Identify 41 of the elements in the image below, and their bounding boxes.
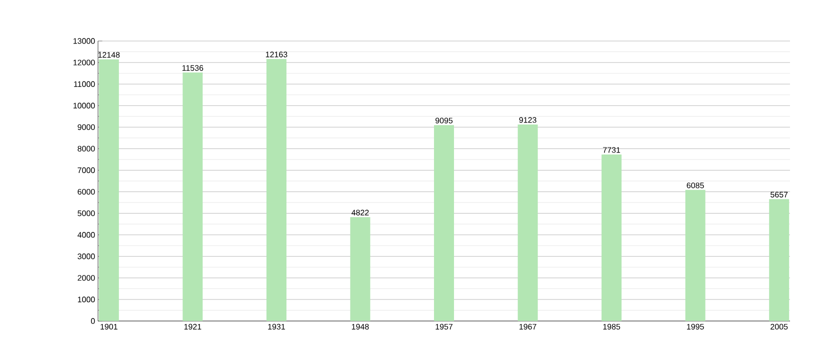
y-tick-label: 6000: [78, 188, 95, 195]
x-tick-label: 1995: [687, 324, 704, 330]
data-label: 11536: [182, 65, 204, 71]
y-tick-label: 2000: [78, 275, 95, 281]
x-tick-label: 1948: [352, 324, 369, 330]
y-tick-label: 7000: [78, 167, 95, 174]
data-label: 9123: [519, 117, 536, 123]
y-tick-label: 4000: [78, 232, 95, 238]
x-tick-label: 1921: [184, 324, 202, 330]
y-tick-label: 5000: [78, 210, 95, 216]
x-tick-label: 1901: [100, 324, 118, 330]
y-tick-label: 13000: [74, 38, 95, 44]
y-tick-label: 9000: [78, 124, 95, 130]
data-label: 6085: [686, 182, 704, 188]
data-label: 12148: [98, 52, 120, 58]
y-tick-label: 1000: [78, 296, 95, 302]
y-tick-label: 8000: [78, 146, 95, 152]
y-tick-label: 3000: [78, 254, 95, 260]
bar: [518, 124, 538, 321]
data-label: 9095: [435, 118, 453, 124]
bar: [769, 199, 790, 321]
bar: [685, 190, 706, 321]
x-tick-label: 1985: [603, 324, 620, 330]
bar: [434, 125, 454, 321]
x-tick-label: 2005: [770, 324, 788, 330]
x-tick-label: 1957: [436, 324, 452, 330]
y-tick-label: 10000: [74, 102, 95, 108]
x-tick-label: 1931: [268, 324, 285, 330]
data-label: 5657: [770, 192, 788, 198]
bar: [350, 217, 370, 321]
bar: [602, 154, 622, 321]
bar: [98, 59, 119, 321]
data-label: 7731: [603, 147, 620, 153]
y-tick-label: 0: [91, 318, 95, 324]
x-tick-label: 1967: [519, 324, 536, 330]
y-tick-label: 11000: [74, 81, 95, 87]
data-label: 4822: [352, 210, 369, 216]
y-tick-label: 12000: [74, 60, 95, 66]
bar: [266, 59, 286, 321]
bar: [182, 72, 203, 321]
data-label: 12163: [266, 52, 288, 58]
